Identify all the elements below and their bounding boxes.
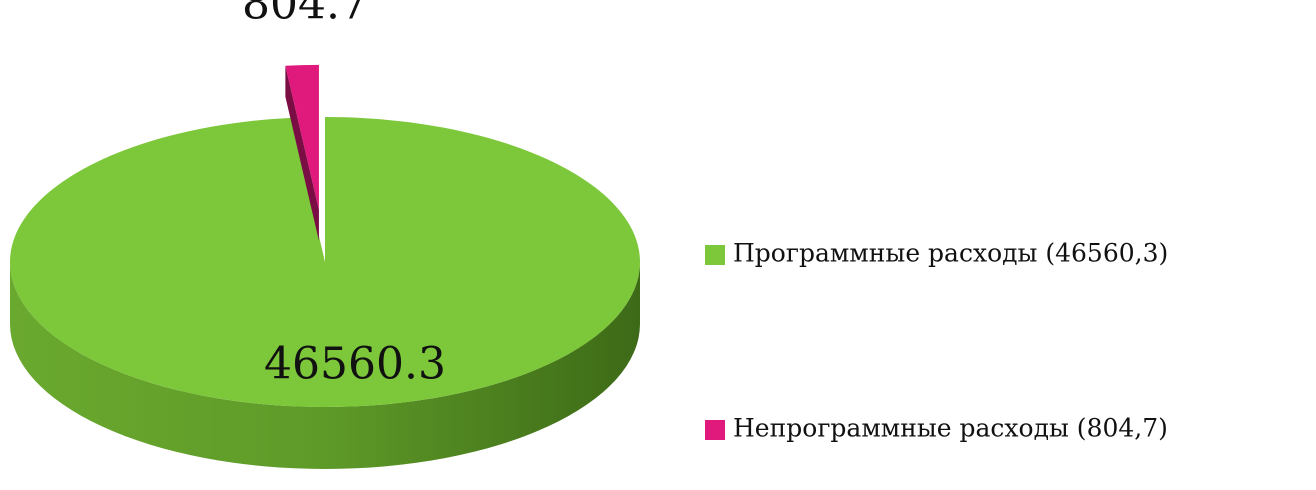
data-label: 46560.3 [264,339,446,390]
pie-side [10,262,640,469]
legend-label: Программные расходы (46560,3) [733,239,1168,268]
slice-cut [285,65,319,241]
data-label: 804.7 [242,0,368,29]
legend-swatch [705,420,725,440]
legend-swatch [705,245,725,265]
legend-label: Непрограммные расходы (804,7) [733,414,1168,443]
pie-slice [10,117,640,407]
pie-slice [285,64,319,210]
